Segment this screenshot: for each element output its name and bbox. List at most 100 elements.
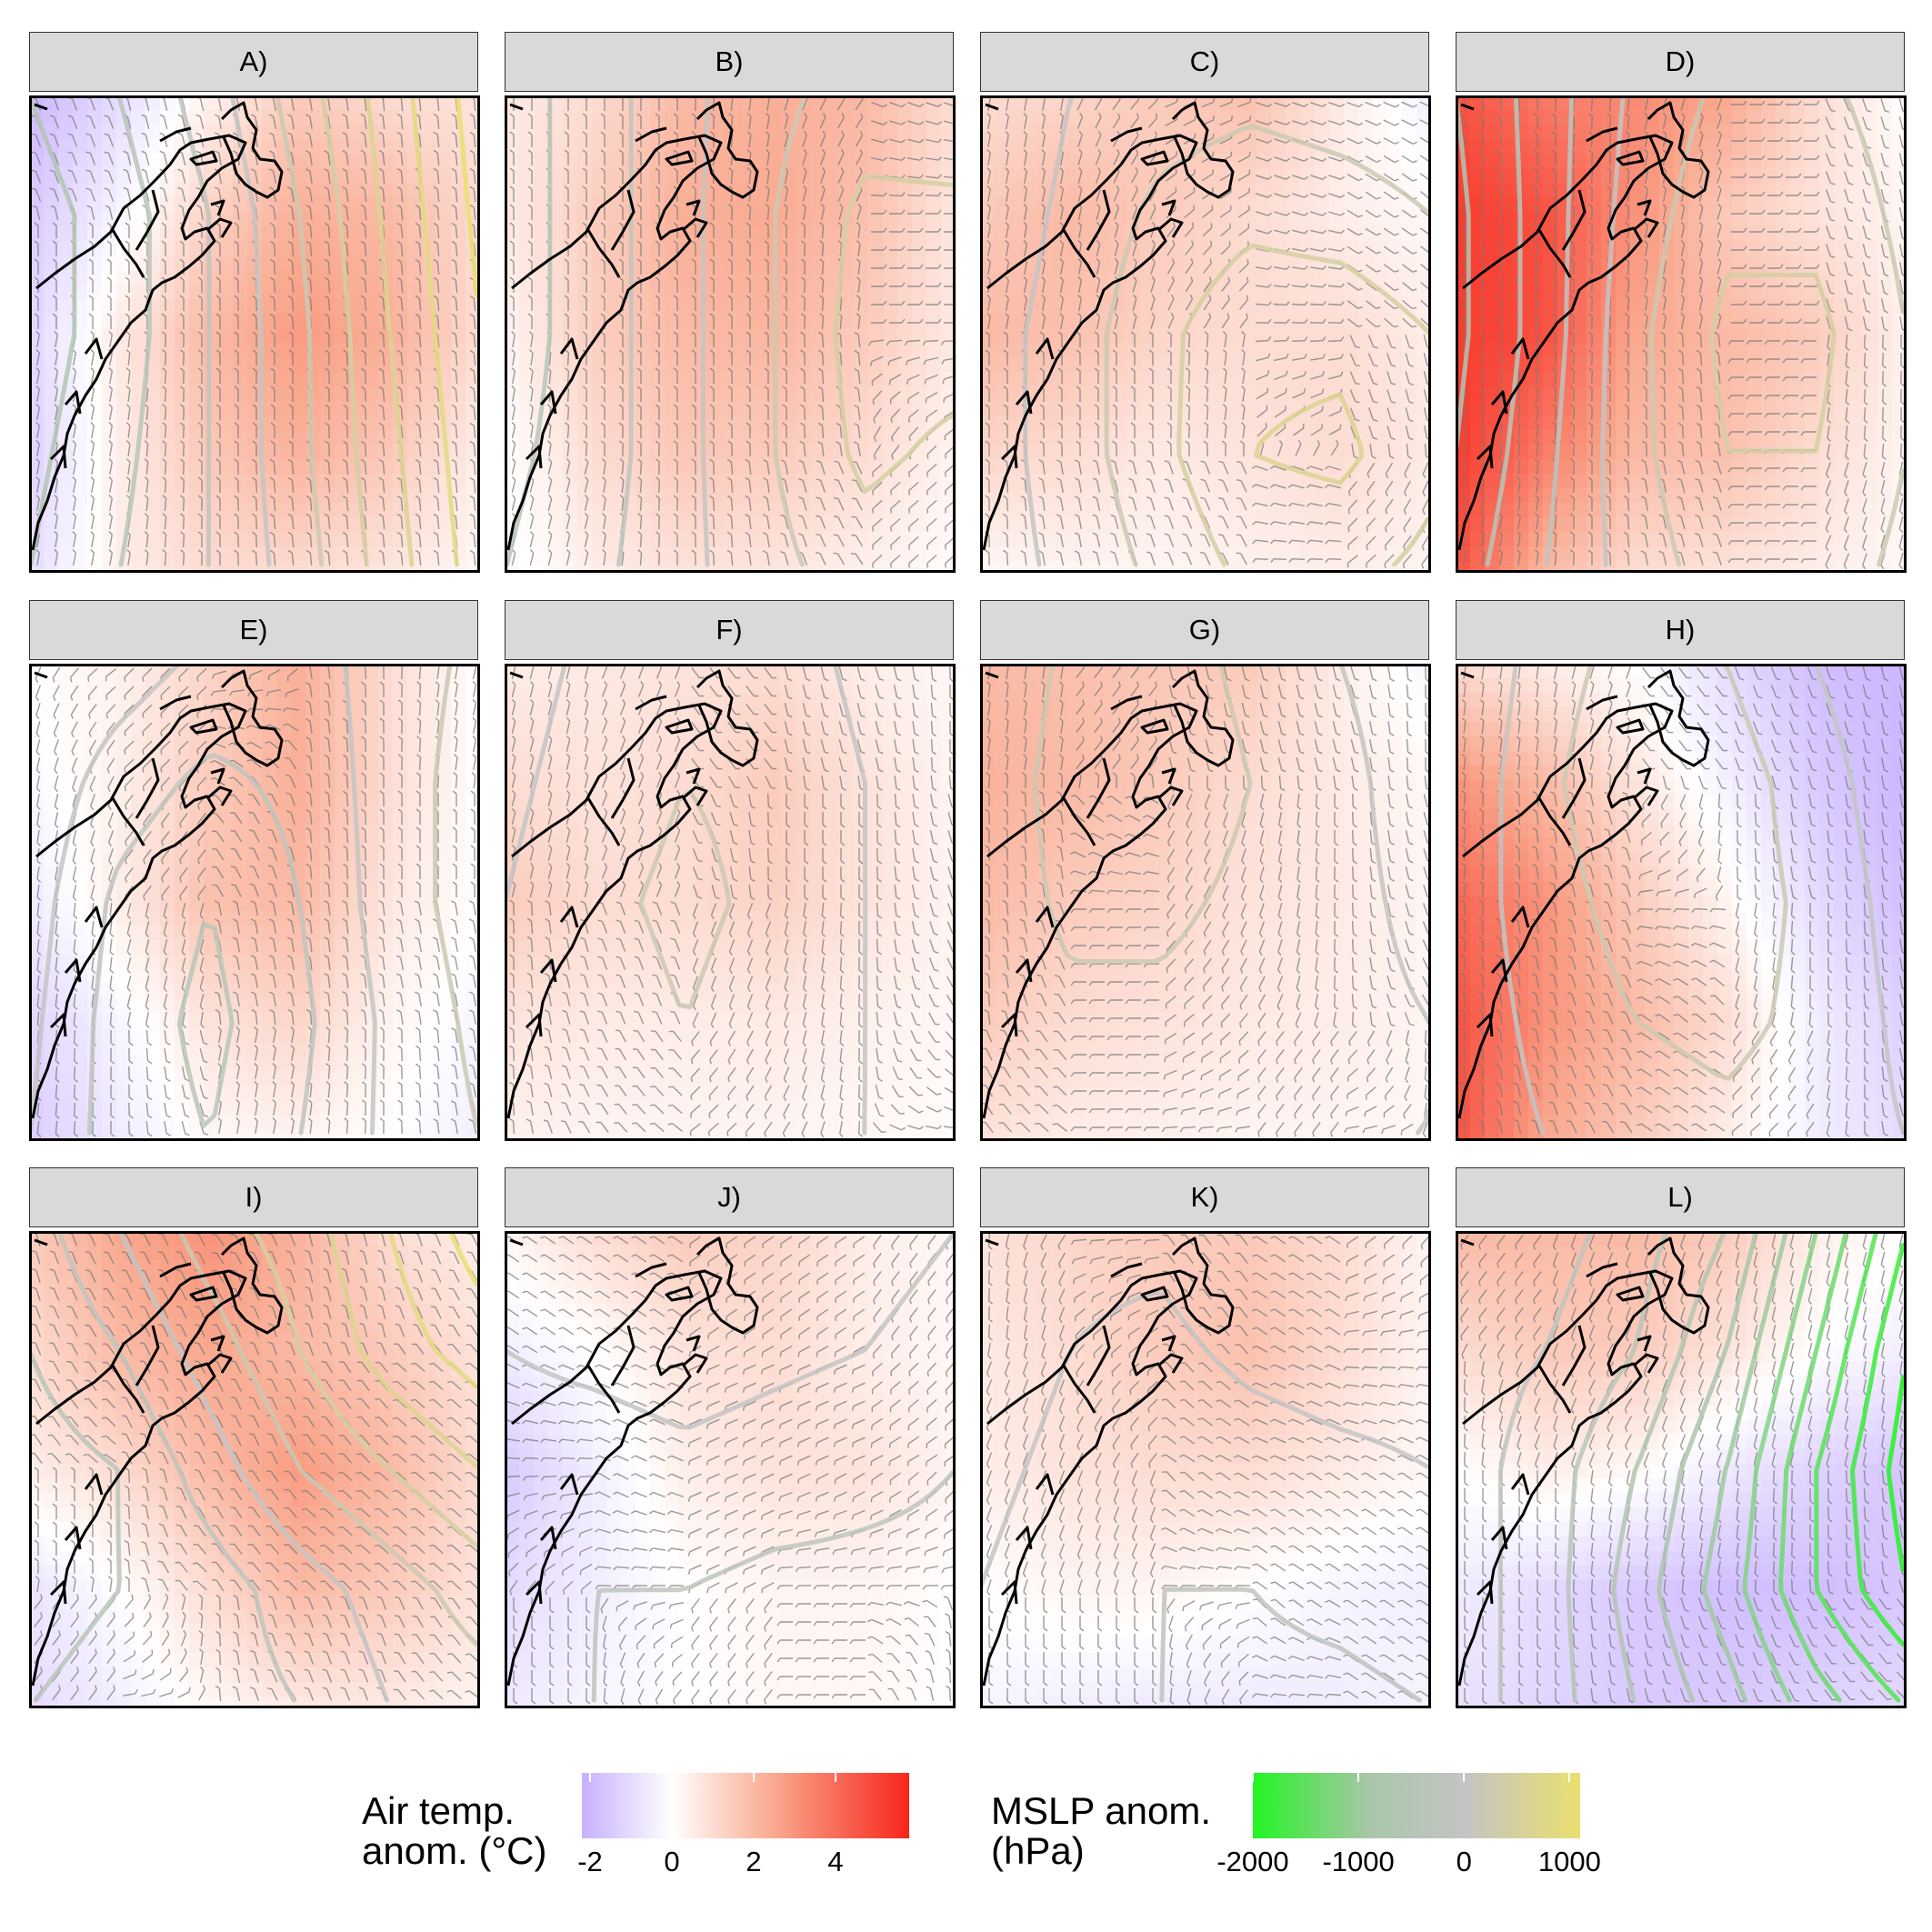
temp-cell [73,853,88,868]
temp-cell [868,401,884,416]
temp-cell [1485,168,1500,184]
temp-cell [1271,488,1286,504]
temp-cell [465,969,480,985]
temp-cell [1848,226,1864,242]
temp-cell [592,445,607,460]
temp-cell [1630,474,1646,489]
temp-cell [548,357,564,373]
temp-cell [926,357,942,373]
temp-cell [1242,168,1257,184]
temp-cell [407,430,423,445]
temp-cell [393,882,408,897]
temp-cell [233,226,248,242]
temp-cell [1805,561,1820,573]
temp-cell [451,430,466,445]
temp-cell [335,168,350,184]
temp-cell [1892,139,1907,155]
temp-cell [1038,401,1054,416]
temp-cell [320,183,335,198]
temp-cell [592,270,607,285]
temp-cell [305,125,321,140]
temp-cell [1271,212,1286,227]
temp-cell [1485,110,1500,125]
temp-cell [1256,270,1272,285]
temp-cell [825,488,840,504]
temp-cell [1863,328,1878,344]
temp-cell [116,795,132,810]
temp-cell [276,226,292,242]
temp-cell [276,955,292,970]
temp-cell [1242,532,1257,547]
temp-cell [606,285,622,300]
temp-cell [233,270,248,285]
temp-cell [577,488,593,504]
temp-cell [839,139,855,155]
temp-cell [145,969,161,985]
temp-cell [1877,314,1893,329]
panel-map [1456,95,1907,573]
temp-cell [233,517,248,533]
temp-cell [102,751,117,766]
temp-cell [29,474,45,489]
temp-cell [912,503,927,518]
temp-cell [262,255,277,271]
temp-cell [1315,95,1330,111]
temp-cell [1703,255,1718,271]
temp-cell [1470,168,1486,184]
temp-cell [1096,270,1112,285]
temp-cell [679,285,695,300]
temp-cell [1761,139,1777,155]
temp-cell [1863,314,1878,329]
temp-cell [131,955,146,970]
temp-cell [941,168,956,184]
temp-cell [708,343,724,358]
temp-cell [116,270,132,285]
temp-cell [926,255,942,271]
temp-cell [1557,95,1573,111]
temp-cell [175,401,190,416]
temp-cell [364,911,379,926]
temp-cell [1067,154,1083,169]
temp-cell [44,212,59,227]
temp-cell [233,415,248,431]
temp-cell [1587,459,1602,475]
temp-cell [393,357,408,373]
temp-cell [737,125,753,140]
temp-cell [291,343,306,358]
temp-cell [1688,445,1704,460]
temp-cell [1674,328,1689,344]
temp-cell [320,998,335,1014]
temp-cell [1111,372,1126,387]
temp-cell [422,969,437,985]
temp-cell [1373,110,1388,125]
temp-cell [1402,139,1417,155]
temp-cell [145,430,161,445]
temp-cell [1358,430,1374,445]
temp-cell [407,241,423,256]
temp-cell [737,168,753,184]
temp-cell [548,372,564,387]
temp-cell [1329,357,1345,373]
temp-cell [1387,445,1403,460]
temp-cell [1834,285,1849,300]
temp-cell [1140,343,1156,358]
temp-cell [1819,328,1835,344]
temp-cell [1747,226,1762,242]
temp-cell [577,561,593,573]
temp-cell [737,459,753,475]
temp-cell [1053,445,1068,460]
temp-cell [1528,125,1544,140]
temp-cell [116,678,132,694]
temp-cell [679,445,695,460]
temp-cell [854,154,869,169]
temp-cell [175,809,190,825]
temp-cell [1329,241,1345,256]
temp-cell [116,998,132,1014]
temp-cell [1834,415,1849,431]
temp-cell [1242,139,1257,155]
temp-cell [737,503,753,518]
temp-cell [276,1042,292,1057]
temp-cell [73,678,88,694]
temp-cell [436,780,452,796]
temp-cell [1038,459,1054,475]
